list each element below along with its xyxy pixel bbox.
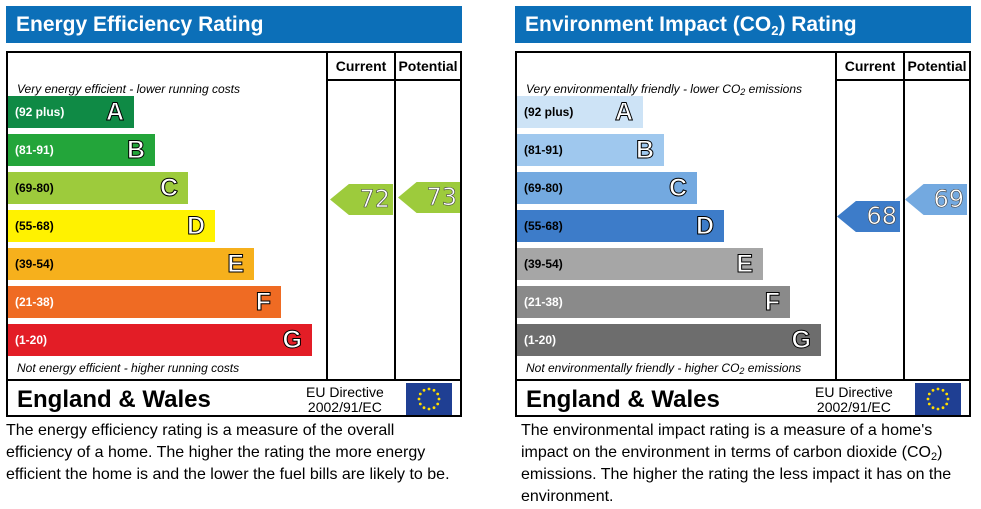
potential-column-header: Potential [907, 58, 967, 74]
current-column-header: Current [844, 58, 896, 74]
divider [8, 379, 460, 381]
eu-directive-line1: EU Directive [815, 384, 893, 400]
band-letter: E [227, 250, 245, 279]
eu-directive: EU Directive 2002/91/EC [815, 385, 893, 415]
divider [903, 53, 905, 379]
band-letter: G [282, 326, 302, 355]
band-letter: B [635, 136, 654, 165]
band-range-label: (39-54) [524, 257, 563, 271]
band-letter: D [695, 212, 714, 241]
band-letter: C [159, 174, 178, 203]
potential-rating-arrow: 69 [905, 184, 967, 215]
band-range-label: (1-20) [524, 333, 557, 347]
band-range-label: (81-91) [524, 143, 563, 157]
eu-flag-icon [406, 383, 452, 415]
rating-band-c: (69-80) C [8, 172, 188, 204]
band-letter: B [126, 136, 145, 165]
eu-directive-line2: 2002/91/EC [816, 399, 891, 415]
energy-efficiency-description: The energy efficiency rating is a measur… [6, 422, 450, 483]
band-letter: F [764, 288, 780, 317]
environment-impact-title: Environment Impact (CO2) Rating [515, 6, 971, 43]
bottom-note: Not environmentally friendly - higher CO… [526, 361, 802, 376]
divider [326, 53, 328, 379]
eu-directive-line1: EU Directive [306, 384, 384, 400]
energy-efficiency-panel: Energy Efficiency Rating Current Potenti… [6, 6, 462, 506]
top-note: Very environmentally friendly - lower CO… [526, 82, 802, 97]
band-letter: C [668, 174, 687, 203]
current-rating-value: 72 [359, 185, 390, 214]
band-letter: D [186, 212, 205, 241]
band-range-label: (81-91) [15, 143, 54, 157]
region-label: England & Wales [526, 386, 720, 413]
current-rating-value: 68 [866, 202, 897, 231]
divider [394, 53, 396, 379]
rating-band-d: (55-68) D [517, 210, 724, 242]
band-letter: G [791, 326, 811, 355]
rating-band-c: (69-80) C [517, 172, 697, 204]
potential-rating-value: 69 [933, 185, 964, 214]
region-label: England & Wales [17, 386, 211, 413]
band-letter: A [614, 98, 633, 127]
current-rating-arrow: 68 [837, 201, 900, 232]
rating-band-a: (92 plus) A [517, 96, 643, 128]
rating-band-e: (39-54) E [8, 248, 254, 280]
divider [326, 79, 460, 81]
divider [835, 79, 969, 81]
potential-column-header: Potential [398, 58, 458, 74]
bottom-note: Not energy efficient - higher running co… [17, 361, 240, 375]
rating-band-b: (81-91) B [8, 134, 155, 166]
eu-directive: EU Directive 2002/91/EC [306, 385, 384, 415]
band-range-label: (39-54) [15, 257, 54, 271]
top-note: Very energy efficient - lower running co… [17, 82, 240, 96]
rating-band-b: (81-91) B [517, 134, 664, 166]
current-column-header: Current [335, 58, 387, 74]
band-range-label: (55-68) [524, 219, 563, 233]
band-range-label: (69-80) [524, 181, 563, 195]
band-letter: A [105, 98, 124, 127]
rating-band-a: (92 plus) A [8, 96, 134, 128]
divider [835, 53, 837, 379]
rating-band-g: (1-20) G [517, 324, 821, 356]
eu-flag-icon [915, 383, 961, 415]
band-range-label: (92 plus) [15, 105, 65, 119]
environment-impact-description: The environmental impact rating is a mea… [521, 422, 952, 505]
band-range-label: (92 plus) [524, 105, 574, 119]
potential-rating-value: 73 [426, 183, 457, 212]
divider [517, 379, 969, 381]
band-range-label: (1-20) [15, 333, 48, 347]
eu-directive-line2: 2002/91/EC [307, 399, 382, 415]
band-range-label: (69-80) [15, 181, 54, 195]
environment-impact-panel: Environment Impact (CO2) Rating Current … [515, 6, 971, 506]
potential-rating-arrow: 73 [398, 182, 460, 213]
current-rating-arrow: 72 [330, 184, 393, 215]
rating-band-e: (39-54) E [517, 248, 763, 280]
rating-band-d: (55-68) D [8, 210, 215, 242]
band-range-label: (55-68) [15, 219, 54, 233]
rating-band-g: (1-20) G [8, 324, 312, 356]
rating-band-f: (21-38) F [517, 286, 790, 318]
energy-efficiency-chart: Current Potential Very energy efficient … [6, 51, 462, 417]
band-letter: F [255, 288, 271, 317]
rating-band-f: (21-38) F [8, 286, 281, 318]
band-range-label: (21-38) [15, 295, 54, 309]
band-range-label: (21-38) [524, 295, 563, 309]
environment-impact-chart: Current Potential Very environmentally f… [515, 51, 971, 417]
energy-efficiency-title: Energy Efficiency Rating [6, 6, 462, 43]
band-letter: E [736, 250, 754, 279]
